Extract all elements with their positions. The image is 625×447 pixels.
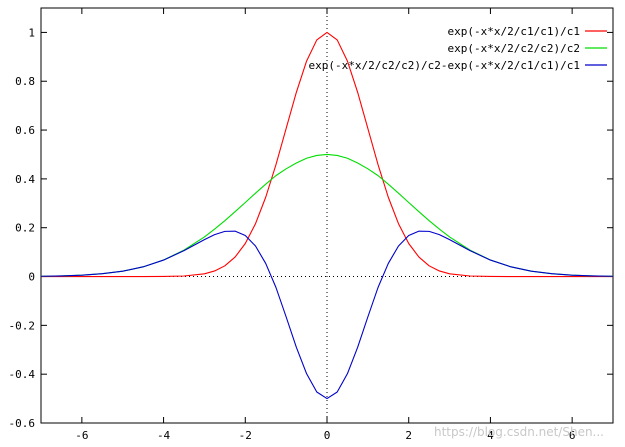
series-line-1 — [41, 31, 613, 278]
series-line-3 — [40, 230, 614, 400]
watermark-text: https://blog.csdn.net/Shen... — [434, 425, 604, 439]
y-tick-label: 0.6 — [15, 124, 35, 137]
x-tick-label: 4 — [487, 429, 494, 442]
legend-label-2: exp(-x*x/2/c2/c2)/c2 — [448, 42, 580, 55]
x-tick-label: 2 — [405, 429, 412, 442]
legend-label-3: exp(-x*x/2/c2/c2)/c2-exp(-x*x/2/c1/c1)/c… — [308, 59, 580, 72]
x-tick-label: -6 — [75, 429, 88, 442]
y-tick-label: 0.2 — [15, 222, 35, 235]
y-tick-label: -0.4 — [9, 368, 36, 381]
x-tick-label: 6 — [569, 429, 576, 442]
y-tick-label: -0.6 — [9, 417, 36, 430]
legend: exp(-x*x/2/c1/c1)/c1 exp(-x*x/2/c2/c2)/c2… — [308, 25, 607, 72]
legend-label-1: exp(-x*x/2/c1/c1)/c1 — [448, 25, 580, 38]
y-tick-label: 0 — [28, 271, 35, 284]
y-tick-label: -0.2 — [9, 319, 36, 332]
x-axis-ticks: -6 -4 -2 0 2 4 6 — [75, 8, 575, 442]
series-layer — [40, 31, 614, 400]
x-tick-label: -4 — [157, 429, 171, 442]
x-tick-label: -2 — [239, 429, 252, 442]
y-tick-label: 0.4 — [15, 173, 35, 186]
y-axis-ticks: -0.6 -0.4 -0.2 0 0.2 0.4 0.6 0.8 1 — [9, 26, 613, 430]
y-tick-label: 0.8 — [15, 75, 35, 88]
y-tick-label: 1 — [28, 26, 35, 39]
x-tick-label: 0 — [324, 429, 331, 442]
